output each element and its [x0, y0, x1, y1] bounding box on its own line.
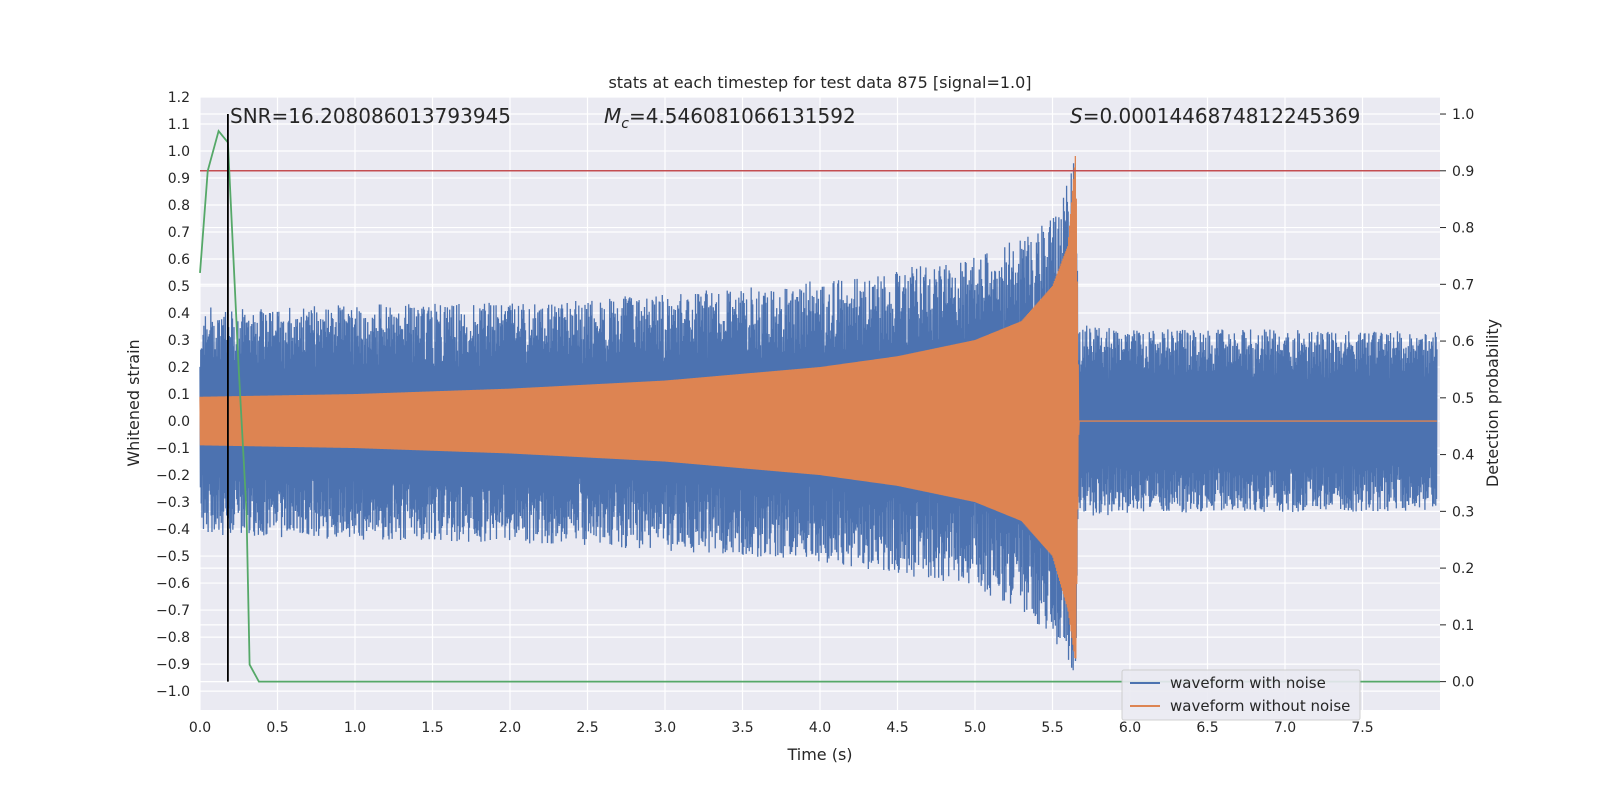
x-tick-label: 3.0	[654, 720, 676, 736]
chirp-mass-subscript: c	[621, 116, 629, 132]
y-tick-label-left: 1.0	[168, 144, 190, 160]
legend-label-without-noise: waveform without noise	[1170, 697, 1350, 715]
s-value: =0.0001446874812245369	[1083, 104, 1361, 128]
series-waveform-with-noise	[199, 163, 1438, 671]
y-tick-label-left: 0.6	[168, 252, 190, 268]
y-tick-label-left: −0.2	[156, 468, 190, 484]
x-tick-label: 7.0	[1274, 720, 1296, 736]
y-tick-label-left: 0.3	[168, 333, 190, 349]
series-waveform-without-noise	[199, 155, 1437, 659]
x-tick-label: 1.0	[344, 720, 366, 736]
y-axis-label-right: Detection probability	[1483, 319, 1502, 487]
data-layer	[199, 114, 1440, 683]
x-tick-label: 0.5	[266, 720, 288, 736]
x-tick-label: 6.0	[1119, 720, 1141, 736]
y-tick-label-right: 0.2	[1452, 561, 1474, 577]
y-tick-label-right: 0.9	[1452, 164, 1474, 180]
chirp-mass-symbol: M	[604, 104, 621, 128]
x-tick-label: 7.5	[1351, 720, 1373, 736]
y-tick-label-left: 0.7	[168, 225, 190, 241]
legend: waveform with noise waveform without noi…	[1121, 669, 1361, 721]
x-tick-label: 4.0	[809, 720, 831, 736]
y-tick-label-left: 0.5	[168, 279, 190, 295]
series-detection-probability	[199, 129, 1440, 683]
y-tick-label-left: −0.9	[156, 657, 190, 673]
snr-annotation: SNR=16.208086013793945	[230, 104, 511, 128]
chirp-mass-value: =4.546081066131592	[629, 104, 856, 128]
s-symbol: S	[1070, 104, 1083, 128]
x-tick-label: 1.5	[421, 720, 443, 736]
y-tick-label-left: 0.8	[168, 198, 190, 214]
axis-layer: 0.0 0.5 1.0 1.5 2.0 2.5 3.0 3.5 4.0 4.5 5.0 5.5 6.0 6…	[156, 90, 1474, 736]
x-tick-label: 3.5	[731, 720, 753, 736]
y-tick-label-right: 0.0	[1452, 675, 1474, 691]
y-tick-label-right: 0.6	[1452, 334, 1474, 350]
y-tick-label-left: −0.7	[156, 603, 190, 619]
x-tick-label: 5.0	[964, 720, 986, 736]
y-axis-label-left: Whitened strain	[124, 339, 143, 466]
x-tick-label: 6.5	[1196, 720, 1218, 736]
y-tick-label-left: 1.1	[168, 117, 190, 133]
y-tick-label-left: −0.6	[156, 576, 190, 592]
y-tick-label-left: −0.3	[156, 495, 190, 511]
y-tick-label-left: −1.0	[156, 684, 190, 700]
y-tick-label-left: 0.9	[168, 171, 190, 187]
legend-label-with-noise: waveform with noise	[1170, 674, 1326, 692]
chirp-mass-annotation: Mc=4.546081066131592	[604, 104, 856, 132]
legend-box	[1121, 669, 1361, 721]
y-tick-label-left: 0.4	[168, 306, 190, 322]
y-tick-label-left: −0.8	[156, 630, 190, 646]
y-tick-label-right: 0.5	[1452, 391, 1474, 407]
chart-title: stats at each timestep for test data 875…	[608, 73, 1031, 92]
y-tick-label-right: 0.8	[1452, 221, 1474, 237]
y-tick-label-left: 0.1	[168, 387, 190, 403]
y-tick-label-right: 0.3	[1452, 504, 1474, 520]
x-tick-label: 2.5	[576, 720, 598, 736]
y-tick-label-left: 0.0	[168, 414, 190, 430]
s-annotation: S=0.0001446874812245369	[1070, 104, 1360, 128]
y-tick-label-right: 0.4	[1452, 448, 1474, 464]
y-tick-label-left: −0.5	[156, 549, 190, 565]
y-tick-label-right: 0.1	[1452, 618, 1474, 634]
x-tick-label: 5.5	[1041, 720, 1063, 736]
y-tick-label-right: 1.0	[1452, 107, 1474, 123]
y-tick-label-right: 0.7	[1452, 277, 1474, 293]
y-tick-label-left: −0.4	[156, 522, 190, 538]
x-tick-label: 0.0	[189, 720, 211, 736]
x-tick-label: 4.5	[886, 720, 908, 736]
y-tick-label-left: −0.1	[156, 441, 190, 457]
x-axis-label: Time (s)	[786, 745, 852, 764]
y-tick-label-left: 0.2	[168, 360, 190, 376]
y-tick-label-left: 1.2	[168, 90, 190, 106]
x-tick-label: 2.0	[499, 720, 521, 736]
